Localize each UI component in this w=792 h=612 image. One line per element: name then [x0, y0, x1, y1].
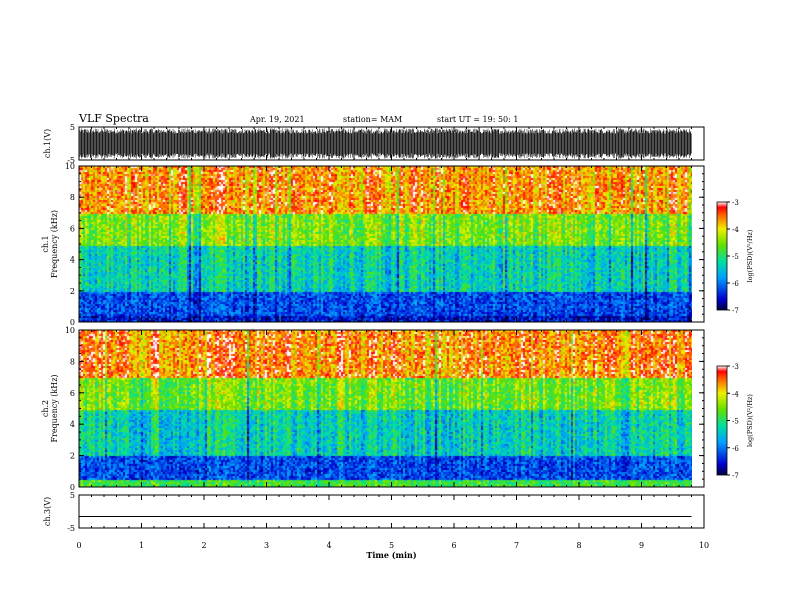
ch2-spectrogram-colorbar-tick-label: -6	[732, 445, 739, 453]
ch1-spectrogram-colorbar-tick-label: -6	[732, 280, 739, 288]
ch2-spectrogram-ylabel: ch.2	[41, 400, 50, 417]
ch1-spectrogram-ytick-label: 6	[70, 224, 75, 233]
ch1-spectrogram-colorbar-tick-label: -4	[732, 226, 739, 234]
ch2-spectrogram-colorbar-tick-label: -4	[732, 390, 739, 398]
x-tick-label: 9	[639, 541, 644, 550]
ch2-spectrogram-ytick-label: 8	[70, 357, 75, 366]
ch1-waveform-ytick-label: 5	[70, 123, 75, 132]
ch1-spectrogram-ytick-label: 4	[70, 256, 75, 265]
ch2-spectrogram-colorbar-tick-label: -7	[732, 472, 739, 480]
ch2-spectrogram-ytick-label: 2	[70, 452, 75, 461]
ch1-spectrogram-ytick-label: 8	[70, 193, 75, 202]
ch1-spectrogram-ylabel: Frequency (kHz)	[50, 210, 59, 278]
ch1-spectrogram-colorbar-tick-label: -7	[732, 307, 739, 315]
ch1-waveform-ytick-label: -5	[67, 156, 75, 165]
ch1-spectrogram-colorbar-tick-label: -5	[732, 253, 739, 261]
ch2-spectrogram-ytick-label: 10	[65, 326, 75, 335]
ch1-spectrogram-colorbar-label: log(PSD)(V²/Hz)	[746, 229, 754, 282]
ch2-spectrogram-image	[79, 330, 692, 487]
ch2-spectrogram-ylabel: Frequency (kHz)	[50, 374, 59, 442]
ch3-waveform-ylabel: ch.3(V)	[43, 497, 52, 526]
header-station: station= MAM	[343, 115, 403, 124]
ch1-spectrogram-ytick-label: 0	[70, 318, 75, 327]
x-tick-label: 0	[76, 541, 81, 550]
x-tick-label: 5	[389, 541, 394, 550]
ch1-spectrogram-image	[79, 166, 692, 322]
ch3-waveform-ytick-label: -5	[67, 524, 75, 533]
ch2-spectrogram-ytick-label: 4	[70, 420, 75, 429]
header-start-time: start UT = 19: 50: 1	[437, 115, 519, 124]
ch2-spectrogram-ytick-label: 6	[70, 389, 75, 398]
ch1-spectrogram-colorbar	[716, 201, 728, 311]
ch2-spectrogram-colorbar-tick-label: -5	[732, 418, 739, 426]
ch1-spectrogram-colorbar-tick-label: -3	[732, 199, 739, 207]
ch1-waveform-ylabel: ch.1(V)	[43, 129, 52, 158]
ch2-spectrogram-colorbar-label: log(PSD)(V²/Hz)	[746, 394, 754, 447]
ch2-spectrogram-colorbar	[716, 365, 728, 476]
x-tick-label: 1	[139, 541, 144, 550]
x-tick-label: 8	[576, 541, 581, 550]
x-tick-label: 2	[201, 541, 206, 550]
x-tick-label: 3	[264, 541, 269, 550]
x-axis-label: Time (min)	[366, 550, 416, 560]
ch3-waveform-frame	[78, 494, 705, 529]
x-tick-label: 4	[326, 541, 331, 550]
header-date: Apr. 19, 2021	[250, 115, 305, 124]
ch3-waveform-ytick-label: 5	[70, 491, 75, 500]
x-tick-label: 10	[699, 541, 709, 550]
ch1-spectrogram-ytick-label: 2	[70, 287, 75, 296]
header-title: VLF Spectra	[79, 112, 149, 125]
ch1-waveform-trace	[79, 128, 692, 159]
x-tick-label: 7	[514, 541, 519, 550]
ch1-spectrogram-ylabel: ch.1	[41, 235, 50, 252]
ch2-spectrogram-ytick-label: 0	[70, 483, 75, 492]
x-tick-label: 6	[451, 541, 456, 550]
ch1-spectrogram-ytick-label: 10	[65, 162, 75, 171]
ch2-spectrogram-colorbar-tick-label: -3	[732, 363, 739, 371]
